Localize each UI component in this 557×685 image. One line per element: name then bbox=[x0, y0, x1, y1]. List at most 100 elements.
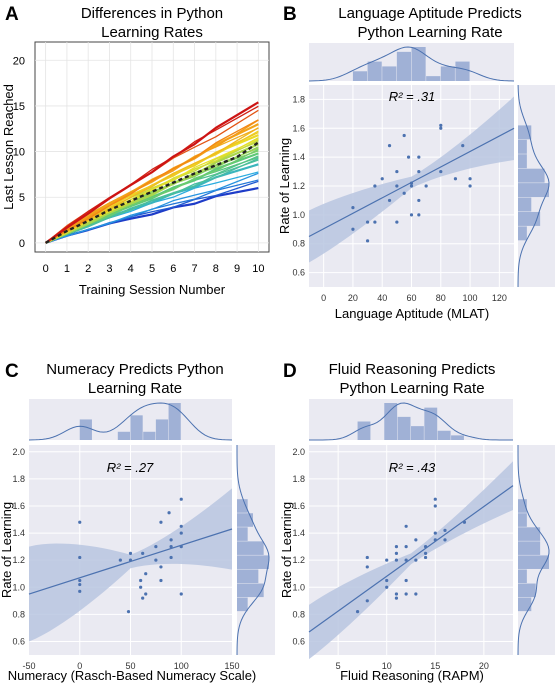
c-x-tick-1: 0 bbox=[77, 661, 82, 671]
d-point-25 bbox=[433, 531, 437, 535]
panel-a: A Differences in Python Learning Rates 0… bbox=[1, 4, 270, 297]
panel-a-x-tick-1: 1 bbox=[64, 263, 70, 275]
panel-c-annotation: R² = .27 bbox=[107, 460, 154, 475]
panel-a-x-tick-2: 2 bbox=[85, 263, 91, 275]
panel-a-x-tick-10: 10 bbox=[252, 263, 264, 275]
panel-c-y-ticks: 0.6 0.8 1.0 1.2 1.4 1.6 1.8 2.0 bbox=[12, 447, 25, 647]
d-point-14 bbox=[404, 558, 408, 562]
panel-d-x-label: Fluid Reasoning (RAPM) bbox=[340, 668, 484, 683]
panel-a-x-tick-5: 5 bbox=[149, 263, 155, 275]
panel-b-y-label: Rate of Learning bbox=[277, 138, 292, 234]
panel-d: D Fluid Reasoning Predicts Python Learni… bbox=[279, 361, 555, 683]
d-point-22 bbox=[423, 555, 428, 560]
c-point-15 bbox=[154, 545, 158, 549]
c-point-26 bbox=[179, 531, 183, 535]
d-right-bar-4 bbox=[518, 541, 541, 555]
panel-d-title-line-2: Python Learning Rate bbox=[339, 380, 484, 397]
d-point-8 bbox=[394, 551, 399, 555]
c-point-18 bbox=[159, 565, 163, 569]
b-right-bar-0 bbox=[518, 226, 527, 241]
b-y-tick-2: 1.0 bbox=[292, 210, 305, 220]
b-x-tick-2: 40 bbox=[377, 293, 387, 303]
b-y-tick-0: 0.6 bbox=[292, 268, 305, 278]
b-right-bar-4 bbox=[518, 168, 545, 183]
panel-d-grid bbox=[309, 445, 513, 655]
c-point-17 bbox=[159, 520, 163, 524]
d-point-16 bbox=[404, 592, 408, 596]
panel-b-x-ticks: 0 20 40 60 80 100 120 bbox=[321, 293, 507, 303]
panel-a-x-tick-8: 8 bbox=[213, 263, 219, 275]
panel-c-points bbox=[78, 497, 183, 614]
b-point-3 bbox=[365, 220, 370, 224]
panel-d-annotation: R² = .43 bbox=[389, 460, 436, 475]
panel-d-top-histogram bbox=[308, 402, 514, 441]
b-top-bar-3 bbox=[396, 51, 411, 81]
panel-a-x-label: Training Session Number bbox=[79, 282, 226, 297]
panel-a-y-ticks: 0 5 10 15 20 bbox=[13, 55, 25, 250]
panel-c-letter: C bbox=[5, 361, 19, 382]
c-point-16 bbox=[154, 558, 158, 562]
b-point-29 bbox=[468, 184, 472, 188]
c-point-25 bbox=[179, 524, 183, 528]
d-y-tick-0: 0.6 bbox=[292, 636, 305, 646]
d-right-bar-0 bbox=[518, 597, 532, 612]
d-point-5 bbox=[385, 578, 389, 583]
panel-a-learner-line-30 bbox=[44, 101, 259, 244]
d-point-13 bbox=[404, 545, 408, 549]
panel-c: C Numeracy Predicts Python Learning Rate… bbox=[0, 361, 275, 683]
b-right-bar-5 bbox=[518, 154, 527, 169]
c-y-tick-3: 1.2 bbox=[12, 555, 25, 565]
b-x-tick-4: 80 bbox=[436, 293, 446, 303]
panel-a-x-tick-7: 7 bbox=[191, 263, 197, 275]
c-point-0 bbox=[78, 520, 82, 524]
b-x-tick-3: 60 bbox=[406, 293, 416, 303]
panel-d-y-label: Rate of Learning bbox=[279, 502, 294, 598]
b-right-kde bbox=[517, 84, 550, 288]
d-point-19 bbox=[414, 592, 418, 596]
c-point-5 bbox=[118, 558, 122, 562]
b-point-27 bbox=[461, 144, 465, 148]
panel-d-x-ticks: 5 10 15 20 bbox=[336, 661, 489, 671]
b-right-bar-1 bbox=[518, 211, 541, 226]
c-right-bar-0 bbox=[237, 597, 248, 612]
panel-a-learner-line-7 bbox=[45, 159, 259, 244]
c-point-28 bbox=[179, 592, 183, 596]
c-point-4 bbox=[78, 589, 82, 593]
b-point-22 bbox=[424, 184, 428, 188]
d-right-bar-3 bbox=[518, 555, 549, 569]
c-y-tick-0: 0.6 bbox=[12, 636, 25, 646]
d-top-bar-7 bbox=[451, 435, 464, 440]
c-y-tick-7: 2.0 bbox=[12, 447, 25, 457]
b-top-bar-7 bbox=[455, 61, 470, 81]
d-right-kde bbox=[517, 444, 550, 656]
d-point-15 bbox=[404, 578, 408, 583]
panel-c-fit-line bbox=[28, 528, 233, 595]
panel-a-y-tick-4: 20 bbox=[13, 55, 25, 67]
c-top-kde bbox=[28, 402, 233, 441]
d-y-tick-3: 1.2 bbox=[292, 555, 305, 565]
b-point-7 bbox=[387, 144, 392, 148]
c-fit-segment bbox=[28, 528, 233, 595]
c-right-bar-1 bbox=[237, 583, 264, 598]
b-point-8 bbox=[387, 198, 392, 203]
c-x-tick-3: 100 bbox=[174, 661, 189, 671]
panel-d-title-line-1: Fluid Reasoning Predicts bbox=[329, 361, 496, 378]
d-y-tick-6: 1.8 bbox=[292, 474, 305, 484]
panel-a-x-tick-4: 4 bbox=[128, 263, 134, 275]
panel-b-letter: B bbox=[283, 4, 297, 25]
panel-d-confidence-band bbox=[309, 461, 513, 660]
c-top-bar-7 bbox=[168, 403, 181, 440]
d-top-bar-3 bbox=[397, 416, 411, 440]
b-point-2 bbox=[365, 239, 370, 243]
d-point-11 bbox=[394, 596, 399, 600]
b-point-24 bbox=[439, 126, 443, 130]
b-x-tick-5: 100 bbox=[463, 293, 478, 303]
b-point-18 bbox=[417, 155, 421, 159]
d-point-10 bbox=[394, 592, 399, 596]
d-point-1 bbox=[365, 555, 369, 560]
panel-b-title-line-2: Python Learning Rate bbox=[357, 24, 502, 41]
panel-d-y-ticks: 0.6 0.8 1.0 1.2 1.4 1.6 1.8 2.0 bbox=[292, 447, 305, 647]
d-point-21 bbox=[423, 551, 428, 555]
c-point-3 bbox=[78, 582, 82, 587]
b-point-26 bbox=[453, 177, 458, 181]
